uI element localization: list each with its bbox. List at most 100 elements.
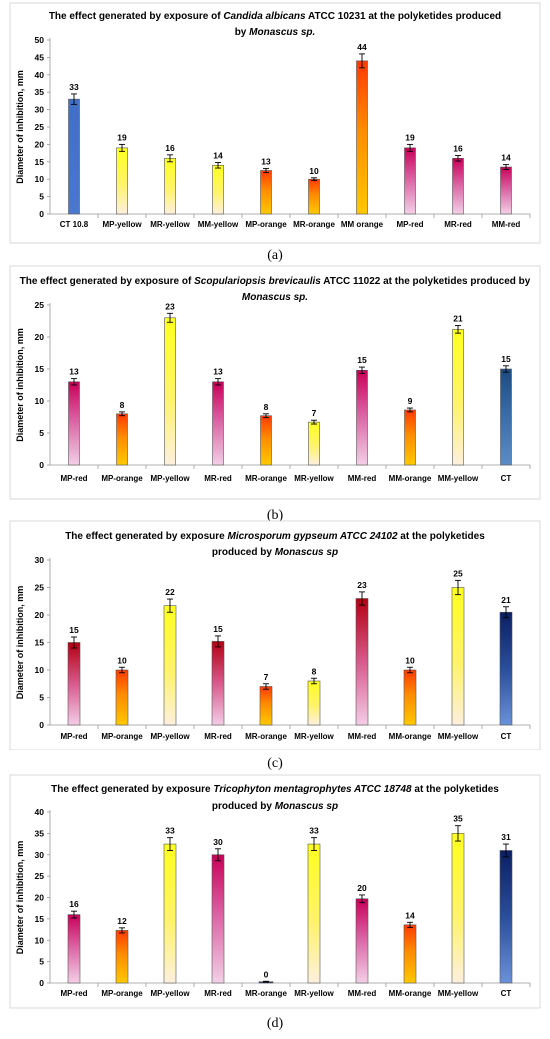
category-label: CT xyxy=(501,989,512,998)
y-tick-label: 10 xyxy=(35,665,45,675)
category-label: MM-red xyxy=(348,989,377,998)
data-label: 12 xyxy=(117,916,127,926)
data-label: 19 xyxy=(405,132,415,142)
chart-d: The effect generated by exposure Tricoph… xyxy=(9,774,541,1009)
bar-mp-yellow xyxy=(164,317,176,466)
title-part-1-1: Candida albicans xyxy=(223,11,306,22)
bar-mp-red xyxy=(67,642,81,726)
y-tick-label: 15 xyxy=(35,364,45,374)
bar-mp-orange xyxy=(115,669,129,726)
y-tick-label: 10 xyxy=(35,174,45,184)
y-tick-label: 35 xyxy=(35,87,45,97)
title-part-2-1: Monascus sp xyxy=(275,801,338,812)
category-label: MP-red xyxy=(60,732,87,741)
title-part-1-1: Scopulariopsis brevicaulis xyxy=(194,276,321,287)
data-label: 14 xyxy=(213,150,223,160)
data-label: 10 xyxy=(309,166,319,176)
category-label: MM-orange xyxy=(389,474,432,483)
data-label: 33 xyxy=(69,82,79,92)
y-axis-label: Diameter of inhibition, mm xyxy=(15,586,25,700)
chart-title-line-1: The effect generated by exposure Tricoph… xyxy=(51,784,499,795)
bar-mr-red xyxy=(211,641,225,726)
category-label: MM-red xyxy=(492,220,521,229)
title-part-1-2: at the polyketides xyxy=(398,531,486,542)
category-label: CT 10.8 xyxy=(60,220,89,229)
chart-frame xyxy=(9,520,541,750)
chart-title-line-2: produced by Monascus sp xyxy=(212,801,338,812)
category-label: MR-orange xyxy=(245,474,287,483)
y-tick-label: 20 xyxy=(35,893,45,903)
chart-title-line-1: The effect generated by exposure of Scop… xyxy=(20,276,531,287)
category-label: MP-orange xyxy=(101,989,143,998)
bar-mr-orange xyxy=(308,178,320,215)
data-label: 10 xyxy=(117,655,127,665)
y-tick-label: 25 xyxy=(35,300,45,310)
y-tick-label: 30 xyxy=(35,555,45,565)
y-tick-label: 20 xyxy=(35,139,45,149)
category-label: MR-yellow xyxy=(294,732,334,741)
y-tick-label: 0 xyxy=(39,720,44,730)
bar-mr-yellow xyxy=(307,680,321,726)
bar-mp-orange xyxy=(115,930,129,984)
bar-mm-orange xyxy=(403,924,417,984)
category-label: MP-orange xyxy=(101,732,143,741)
data-label: 33 xyxy=(165,826,175,836)
title-part-1-0: The effect generated by exposure of xyxy=(49,11,224,22)
category-label: MP-yellow xyxy=(150,989,190,998)
y-tick-label: 5 xyxy=(39,192,44,202)
y-tick-label: 45 xyxy=(35,52,45,62)
bar-ct xyxy=(500,368,512,466)
bar-mm-red xyxy=(355,898,369,984)
title-part-2-0: produced by xyxy=(212,801,275,812)
category-label: MP-yellow xyxy=(150,732,190,741)
bar-mp-red xyxy=(68,381,80,466)
data-label: 14 xyxy=(405,910,415,920)
y-tick-label: 25 xyxy=(35,122,45,132)
bar-mm-red xyxy=(355,598,369,726)
title-part-1-0: The effect generated by exposure of xyxy=(20,276,195,287)
bar-mm-yellow xyxy=(451,833,465,984)
category-label: MM-orange xyxy=(389,732,432,741)
chart-panel-c: The effect generated by exposure Microsp… xyxy=(0,518,550,750)
title-part-1-2: ATCC 10231 at the polyketides produced xyxy=(306,11,502,22)
chart-panel-b: The effect generated by exposure of Scop… xyxy=(0,263,550,500)
y-tick-label: 5 xyxy=(39,428,44,438)
chart-panel-d: The effect generated by exposure Tricoph… xyxy=(0,772,550,1010)
bar-mr-orange xyxy=(259,686,273,726)
category-label: MM-yellow xyxy=(198,220,239,229)
title-part-1-2: ATCC 11022 at the polyketides produced b… xyxy=(321,276,531,287)
y-tick-label: 25 xyxy=(35,871,45,881)
data-label: 15 xyxy=(357,355,367,365)
data-label: 15 xyxy=(501,354,511,364)
bar-mm-red xyxy=(356,369,368,466)
bar-mr-orange xyxy=(260,415,272,466)
data-label: 16 xyxy=(165,143,175,153)
data-label: 14 xyxy=(501,153,511,163)
y-tick-label: 40 xyxy=(35,807,45,817)
y-tick-label: 15 xyxy=(35,638,45,648)
category-label: MP-yellow xyxy=(150,474,190,483)
y-tick-label: 5 xyxy=(39,693,44,703)
bar-mp-red xyxy=(67,914,81,984)
data-label: 21 xyxy=(501,595,511,605)
y-tick-label: 30 xyxy=(35,850,45,860)
y-tick-label: 40 xyxy=(35,70,45,80)
bar-mm-red xyxy=(500,166,512,215)
data-label: 21 xyxy=(453,313,463,323)
caption-c: (c) xyxy=(267,756,283,771)
data-label: 30 xyxy=(213,837,223,847)
data-label: 13 xyxy=(69,367,79,377)
bar-mm-orange xyxy=(404,409,416,466)
title-part-2-0: Monascus sp. xyxy=(242,292,308,303)
y-tick-label: 0 xyxy=(39,209,44,219)
y-axis-label: Diameter of inhibition, mm xyxy=(15,70,25,184)
data-label: 8 xyxy=(312,666,317,676)
y-tick-label: 25 xyxy=(35,583,45,593)
title-part-2-1: Monascus sp. xyxy=(249,27,315,38)
category-label: MM orange xyxy=(341,220,384,229)
chart-title-line-1: The effect generated by exposure Microsp… xyxy=(65,531,485,542)
data-label: 8 xyxy=(120,400,125,410)
data-label: 16 xyxy=(453,144,463,154)
caption-d: (d) xyxy=(266,1016,284,1031)
data-label: 19 xyxy=(117,132,127,142)
